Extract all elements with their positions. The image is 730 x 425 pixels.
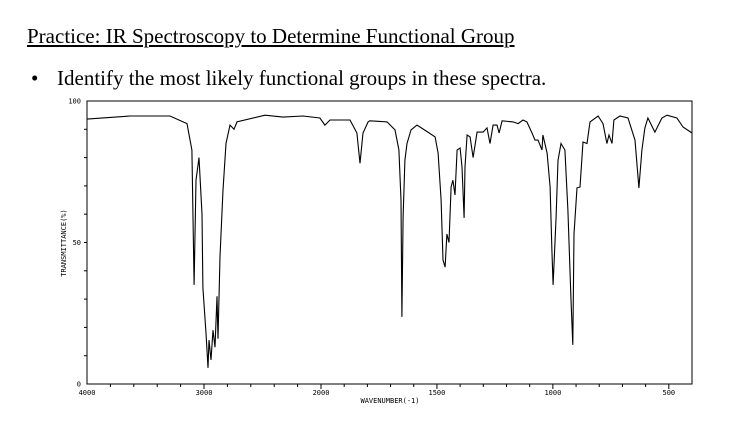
x-tick-label: 3000 <box>196 389 213 397</box>
slide-title: Practice: IR Spectroscopy to Determine F… <box>27 24 515 48</box>
y-tick-label: 100 <box>68 98 81 106</box>
x-tick-label: 4000 <box>79 389 96 397</box>
plot-frame <box>86 100 693 385</box>
bullet-item: • Identify the most likely functional gro… <box>31 66 546 91</box>
x-tick-label: 2000 <box>313 389 330 397</box>
y-tick-label: 0 <box>77 381 81 389</box>
bullet-icon: • <box>31 66 39 90</box>
bullet-text: Identify the most likely functional grou… <box>57 66 547 90</box>
x-tick-label: 500 <box>662 389 675 397</box>
x-axis-label: WAVENUMBER(-1) <box>360 397 419 405</box>
y-tick-label: 50 <box>73 239 81 247</box>
spectrum-line <box>86 114 693 368</box>
y-axis-label: TRANSMITTANCE(%) <box>60 209 68 276</box>
x-tick-label: 1500 <box>429 389 446 397</box>
x-tick-label: 1000 <box>544 389 561 397</box>
